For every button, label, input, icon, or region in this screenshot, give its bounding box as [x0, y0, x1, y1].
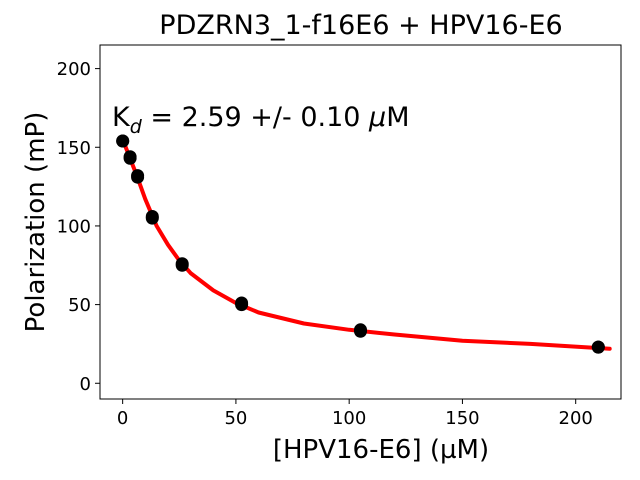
y-tick-label: 50 [68, 295, 91, 316]
x-tick-label: 200 [559, 408, 593, 429]
kd-value: = 2.59 +/- 0.10 [142, 102, 369, 133]
kd-annotation: Kd = 2.59 +/- 0.10 μM [112, 102, 410, 138]
data-point [235, 298, 249, 312]
x-tick-label: 150 [445, 408, 479, 429]
data-point [354, 324, 367, 338]
kd-unit: M [386, 102, 409, 133]
kd-subscript: d [130, 116, 143, 138]
x-axis-label: [HPV16-E6] (µM) [273, 435, 489, 465]
x-tick-label: 0 [117, 408, 128, 429]
x-tick-label: 50 [224, 408, 247, 429]
data-point [131, 170, 145, 184]
plot-frame [99, 44, 622, 400]
y-tick-label: 200 [57, 59, 91, 80]
data-point [145, 211, 159, 225]
data-point [116, 134, 130, 148]
fit-curve [120, 137, 612, 351]
y-tick-label: 0 [80, 374, 91, 395]
kd-unit-greek: μ [368, 102, 386, 133]
x-tick-label: 100 [332, 408, 366, 429]
y-tick-label: 100 [57, 216, 91, 237]
kd-prefix: K [112, 102, 131, 133]
data-point [175, 258, 189, 272]
plot-area: 0 50 100 150 200 0 50 100 150 200 [57, 44, 622, 429]
chart-title: PDZRN3_1-f16E6 + HPV16-E6 [159, 10, 562, 41]
y-axis-label: Polarization (mP) [21, 112, 51, 333]
data-point [123, 151, 137, 165]
y-tick-label: 150 [57, 138, 91, 159]
data-point [591, 340, 605, 354]
